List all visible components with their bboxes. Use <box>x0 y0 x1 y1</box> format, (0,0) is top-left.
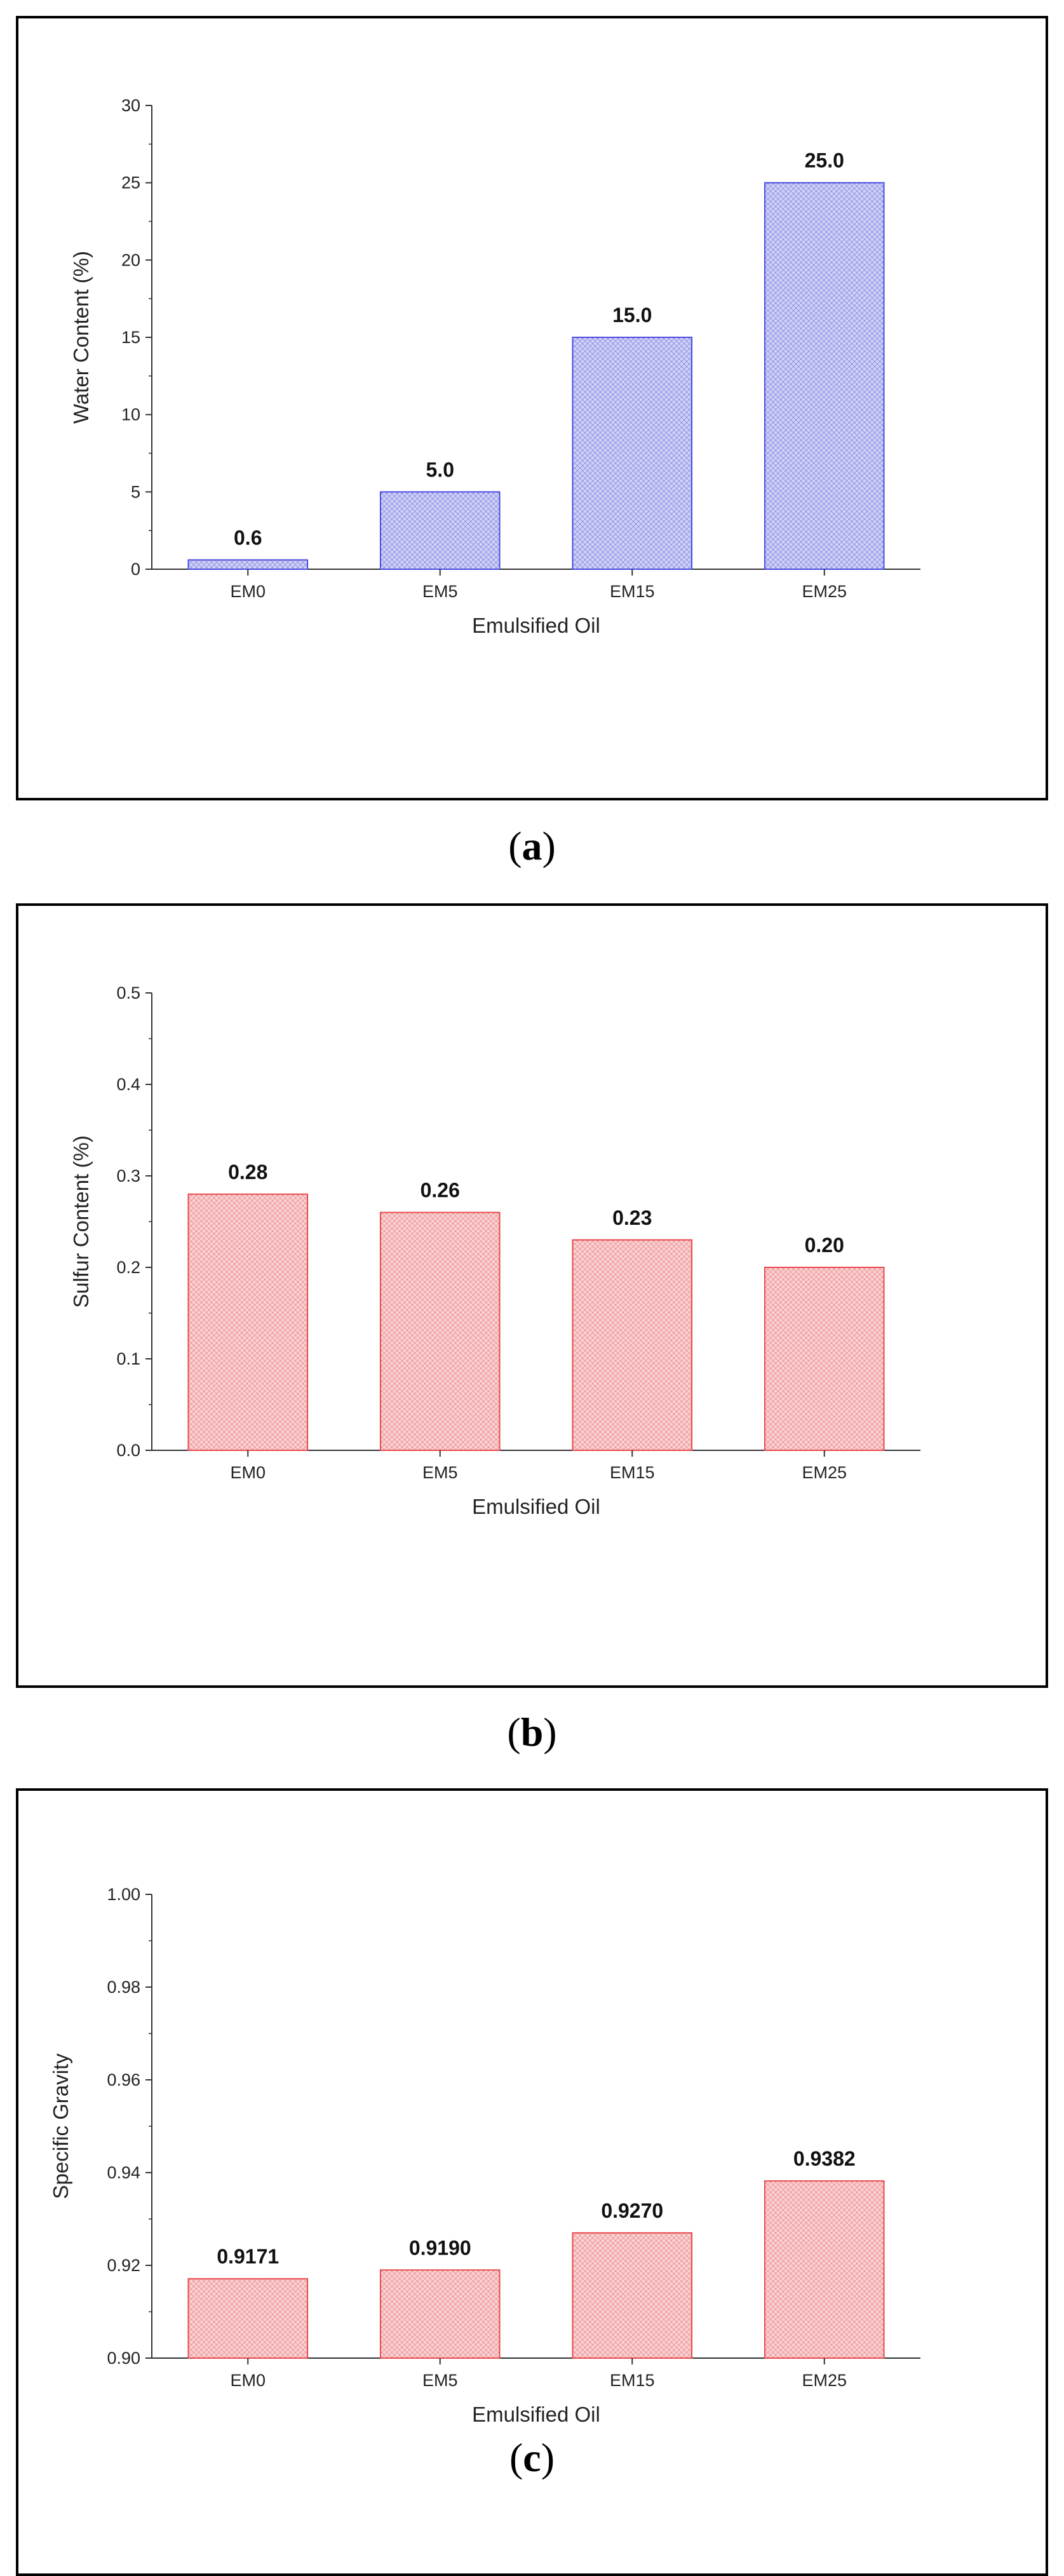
y-tick-label: 0.4 <box>116 1075 140 1094</box>
bar-em25 <box>764 1267 885 1451</box>
data-label-em0: 0.6 <box>234 526 262 549</box>
y-tick-label: 0.3 <box>116 1166 140 1185</box>
y-tick-label: 0.96 <box>107 2070 140 2089</box>
data-label-em15: 0.23 <box>612 1206 652 1229</box>
y-tick-label: 20 <box>121 250 140 269</box>
bar-em0 <box>187 2278 309 2359</box>
caption-c-label: c <box>523 2435 541 2480</box>
data-label-em25: 0.9382 <box>793 2147 856 2170</box>
data-label-em15: 15.0 <box>612 304 652 327</box>
y-tick-label: 0.2 <box>116 1258 140 1277</box>
caption-b-label: b <box>520 1709 544 1755</box>
x-tick-label-em15: EM15 <box>610 1463 655 1482</box>
x-tick-label-em0: EM0 <box>230 582 266 601</box>
bar-em5 <box>379 491 501 570</box>
x-tick-label-em15: EM15 <box>610 582 655 601</box>
y-tick-label: 1.00 <box>107 1885 140 1904</box>
x-tick-label-em0: EM0 <box>230 2371 266 2390</box>
x-tick-label-em5: EM5 <box>422 1463 458 1482</box>
bar-em0 <box>187 1193 309 1451</box>
bar-em15 <box>572 2232 693 2359</box>
caption-a: (a) <box>508 823 556 868</box>
y-tick-label: 30 <box>121 96 140 115</box>
caption-a-label: a <box>522 823 542 868</box>
x-axis-title: Emulsified Oil <box>472 1495 600 1518</box>
y-tick-label: 0.90 <box>107 2349 140 2368</box>
x-axis-title: Emulsified Oil <box>472 614 600 637</box>
y-tick-label: 0.98 <box>107 1978 140 1997</box>
y-tick-label: 5 <box>131 482 140 501</box>
bar-em25 <box>764 182 885 570</box>
bar-em15 <box>572 337 693 570</box>
y-tick-label: 25 <box>121 173 140 192</box>
y-axis-title: Water Content (%) <box>69 251 93 424</box>
bar-em5 <box>379 2269 501 2359</box>
chart-panel-c: 0.90 0.92 0.94 0.96 0.98 1.00 EM0 0.9171 EM5 0.91… <box>16 1788 1048 2576</box>
data-label-em25: 25.0 <box>805 149 844 172</box>
data-label-em25: 0.20 <box>805 1234 844 1257</box>
data-label-em0: 0.28 <box>228 1161 267 1183</box>
x-tick-label-em15: EM15 <box>610 2371 655 2390</box>
chart-panel-a: 0 5 10 15 20 25 30 EM0 0.6 EM5 5.0 EM15 15.0 EM25 25.0… <box>16 16 1048 800</box>
bar-em25 <box>764 2180 885 2359</box>
x-tick-label-em25: EM25 <box>802 2371 847 2390</box>
y-tick-label: 10 <box>121 405 140 424</box>
y-tick-label: 0.92 <box>107 2256 140 2275</box>
bar-em0 <box>187 559 309 570</box>
x-tick-label-em5: EM5 <box>422 2371 458 2390</box>
chart-c-svg: 0.90 0.92 0.94 0.96 0.98 1.00 EM0 0.9171 EM5 0.91… <box>49 1885 920 2426</box>
x-axis-title: Emulsified Oil <box>472 2403 600 2426</box>
data-label-em15: 0.9270 <box>601 2199 663 2222</box>
x-tick-label-em25: EM25 <box>802 582 847 601</box>
y-tick-label: 0 <box>131 560 140 579</box>
y-axis-title: Specific Gravity <box>49 2053 72 2199</box>
y-tick-label: 0.5 <box>116 983 140 1002</box>
bar-em15 <box>572 1239 693 1451</box>
caption-b: (b) <box>507 1709 557 1755</box>
y-tick-label: 0.1 <box>116 1349 140 1368</box>
data-label-em5: 0.26 <box>421 1179 460 1202</box>
data-label-em0: 0.9171 <box>217 2245 279 2268</box>
bar-em5 <box>379 1211 501 1451</box>
chart-a-svg: 0 5 10 15 20 25 30 EM0 0.6 EM5 5.0 EM15 15.0 EM25 25.0… <box>69 96 920 637</box>
y-tick-label: 0.0 <box>116 1441 140 1460</box>
chart-b-svg: 0.0 0.1 0.2 0.3 0.4 0.5 EM0 0.28 EM5 0.26 EM15 0.23… <box>69 983 920 1518</box>
x-tick-label-em5: EM5 <box>422 582 458 601</box>
y-tick-label: 0.94 <box>107 2163 140 2182</box>
caption-c: (c) <box>509 2435 555 2480</box>
y-tick-label: 15 <box>121 328 140 347</box>
data-label-em5: 5.0 <box>426 458 454 481</box>
x-tick-label-em0: EM0 <box>230 1463 266 1482</box>
y-axis-title: Sulfur Content (%) <box>69 1135 93 1307</box>
data-label-em5: 0.9190 <box>409 2236 471 2259</box>
x-tick-label-em25: EM25 <box>802 1463 847 1482</box>
chart-panel-b: 0.0 0.1 0.2 0.3 0.4 0.5 EM0 0.28 EM5 0.26 EM15 0.23… <box>16 903 1048 1688</box>
